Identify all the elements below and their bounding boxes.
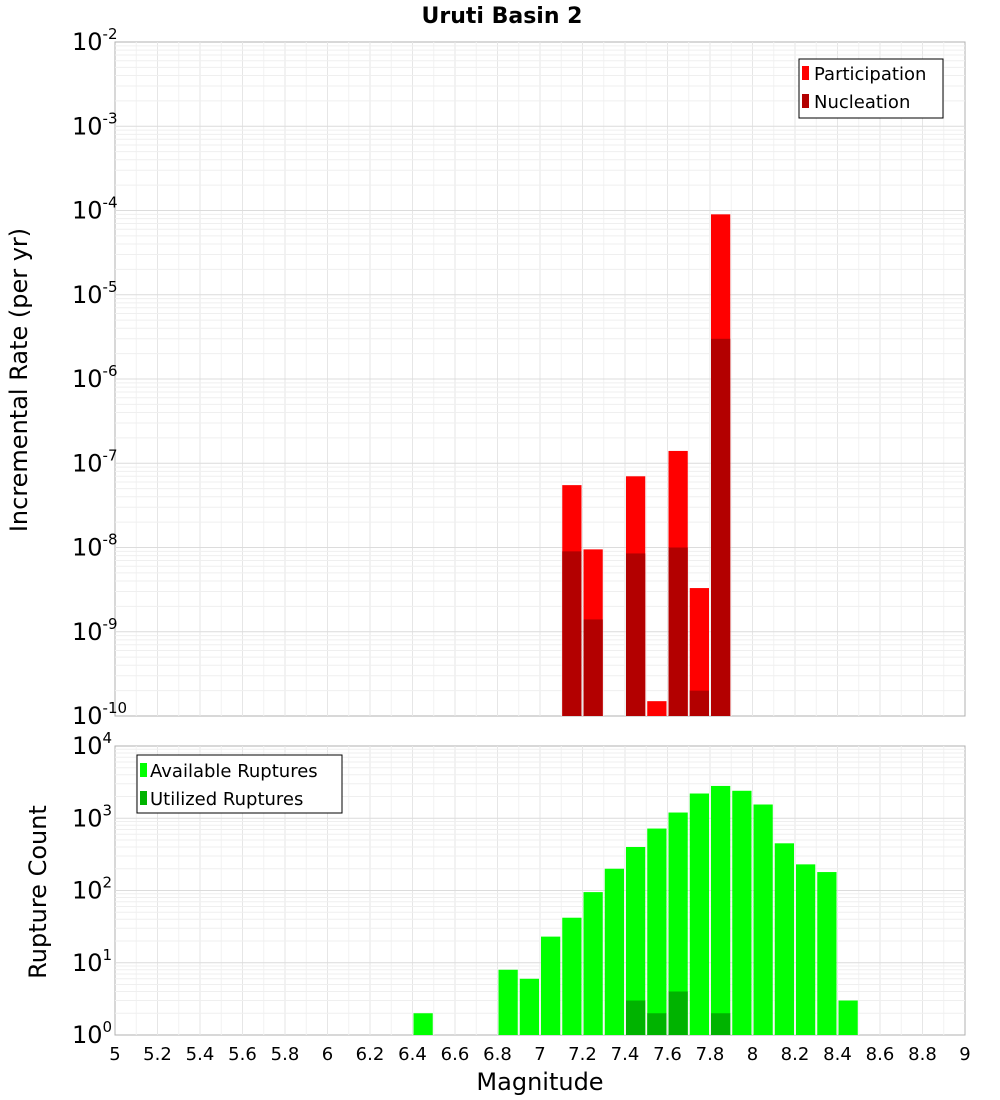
rate-y-tick-label: 10-9	[72, 615, 118, 646]
rate-y-tick-label: 10-10	[72, 699, 127, 730]
x-tick-label: 5.4	[186, 1044, 215, 1065]
rate-legend-box	[798, 58, 944, 119]
count-y-tick-label: 103	[72, 801, 112, 832]
rate-y-tick-label: 10-2	[72, 25, 118, 56]
x-tick-label: 7.2	[568, 1044, 597, 1065]
x-tick-label: 5.6	[228, 1044, 257, 1065]
rate-y-tick-label: 10-5	[72, 278, 118, 309]
x-tick-label: 9	[959, 1044, 970, 1065]
x-tick-label: 8.6	[866, 1044, 895, 1065]
available-ruptures-bar	[519, 978, 539, 1035]
nucleation-bar	[583, 619, 603, 716]
available-ruptures-bar	[498, 969, 518, 1035]
x-tick-label: 6.4	[398, 1044, 427, 1065]
available-ruptures-bar	[753, 804, 773, 1035]
rate-y-axis-label: Incremental Rate (per yr)	[5, 228, 33, 532]
rate-y-tick-label: 10-8	[72, 531, 118, 562]
available-ruptures-bar	[626, 847, 646, 1035]
count-legend-box	[136, 754, 343, 814]
available-ruptures-bar	[541, 936, 561, 1035]
rate-y-tick-label: 10-4	[72, 194, 118, 225]
nucleation-legend-label: Nucleation	[814, 92, 910, 113]
available-ruptures-bar	[711, 785, 731, 1035]
utilized-ruptures-bar	[626, 1000, 646, 1035]
x-tick-label: 7	[534, 1044, 545, 1065]
utilized-legend-label: Utilized Ruptures	[150, 789, 303, 810]
participation-legend-swatch	[802, 66, 809, 80]
available-ruptures-bar	[413, 1013, 433, 1035]
available-ruptures-bar	[774, 843, 794, 1035]
available-ruptures-bar	[838, 1000, 858, 1035]
nucleation-legend-swatch	[802, 94, 809, 108]
chart-title: Uruti Basin 2	[422, 4, 583, 29]
rate-y-tick-label: 10-7	[72, 446, 118, 477]
x-tick-label: 5.2	[143, 1044, 172, 1065]
x-tick-label: 8	[747, 1044, 758, 1065]
count-y-tick-label: 100	[72, 1018, 112, 1049]
available-ruptures-bar	[796, 864, 816, 1035]
nucleation-bar	[668, 547, 688, 716]
rate-y-tick-label: 10-3	[72, 109, 118, 140]
x-tick-label: 6	[322, 1044, 333, 1065]
available-ruptures-bar	[668, 812, 688, 1035]
count-panel: 100 101 102 103 104 5 5.2 5.4 5.6 5.8 6 6.2 6.4 6.6 6…	[24, 729, 971, 1096]
utilized-ruptures-bar	[711, 1013, 731, 1035]
participation-bar	[689, 588, 709, 716]
x-tick-label: 7.8	[696, 1044, 725, 1065]
count-x-ticks: 5 5.2 5.4 5.6 5.8 6 6.2 6.4 6.6 6.8 7 7.2 7.4 7.6 7.8 8…	[109, 1044, 970, 1065]
available-ruptures-bar	[817, 872, 837, 1035]
available-ruptures-bar	[647, 828, 667, 1035]
participation-legend-label: Participation	[814, 64, 926, 85]
available-legend-swatch	[140, 763, 147, 777]
rate-bars	[562, 214, 731, 716]
x-tick-label: 8.8	[908, 1044, 937, 1065]
nucleation-bar	[711, 338, 731, 716]
nucleation-bar	[626, 553, 646, 716]
count-y-ticks: 100 101 102 103 104	[72, 729, 112, 1049]
x-tick-label: 8.4	[823, 1044, 852, 1065]
available-legend-label: Available Ruptures	[150, 761, 318, 782]
participation-bar	[647, 701, 667, 716]
x-tick-label: 7.4	[611, 1044, 640, 1065]
x-tick-label: 7.6	[653, 1044, 682, 1065]
utilized-ruptures-bar	[668, 991, 688, 1035]
utilized-legend-swatch	[140, 791, 147, 805]
available-ruptures-bar	[732, 790, 752, 1035]
available-ruptures-bar	[604, 868, 624, 1035]
x-tick-label: 6.8	[483, 1044, 512, 1065]
available-ruptures-bar	[583, 892, 603, 1035]
rate-y-tick-label: 10-6	[72, 362, 118, 393]
x-tick-label: 6.6	[441, 1044, 470, 1065]
rate-y-ticks: 10-10 10-9 10-8 10-7 10-6 10-5 10-4 10-3 10-2	[72, 25, 127, 730]
available-ruptures-bar	[689, 793, 709, 1035]
rate-gridlines	[115, 42, 965, 716]
count-y-tick-label: 104	[72, 729, 112, 760]
count-legend: Available Ruptures Utilized Ruptures	[136, 754, 343, 814]
rate-legend: Participation Nucleation	[798, 58, 944, 119]
utilized-ruptures-bar	[647, 1013, 667, 1035]
x-tick-label: 5.8	[271, 1044, 300, 1065]
available-ruptures-bar	[562, 917, 582, 1035]
nucleation-bar	[562, 551, 582, 716]
count-bars	[413, 785, 858, 1035]
nucleation-bar	[689, 690, 709, 716]
count-y-tick-label: 102	[72, 874, 112, 905]
x-tick-label: 5	[109, 1044, 120, 1065]
count-y-axis-label: Rupture Count	[24, 805, 52, 979]
x-axis-label: Magnitude	[476, 1068, 603, 1096]
rate-panel: 10-10 10-9 10-8 10-7 10-6 10-5 10-4 10-3 10-2 In…	[5, 25, 966, 730]
count-y-tick-label: 101	[72, 946, 112, 977]
x-tick-label: 6.2	[356, 1044, 385, 1065]
x-tick-label: 8.2	[781, 1044, 810, 1065]
